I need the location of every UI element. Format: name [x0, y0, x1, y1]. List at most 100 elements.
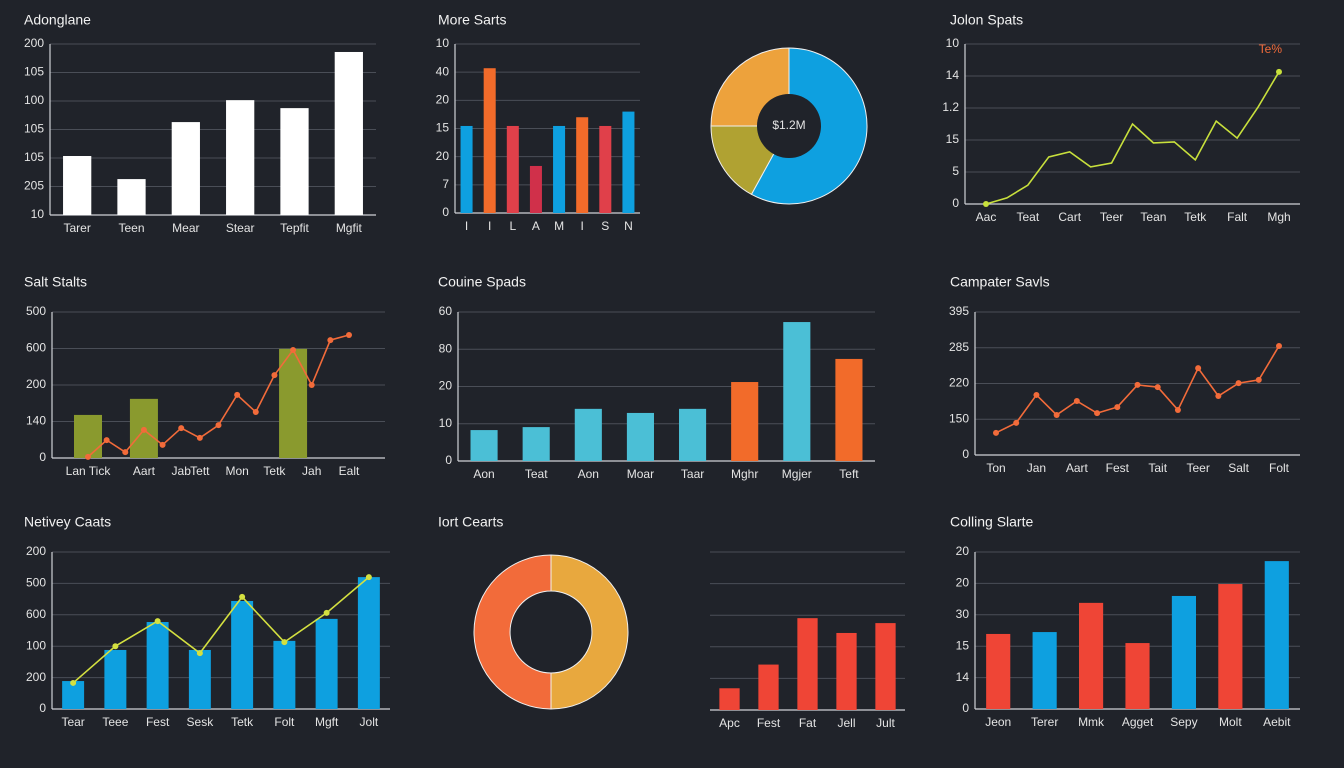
y-tick-label: 1.2 [942, 100, 959, 114]
y-tick-label: 105 [24, 150, 44, 164]
y-tick-label: 0 [962, 701, 969, 715]
bar [506, 125, 519, 213]
y-tick-label: 500 [26, 576, 46, 590]
x-tick-label: Agget [1122, 715, 1154, 729]
bar [731, 382, 759, 461]
point [154, 618, 161, 625]
y-tick-label: 105 [24, 65, 44, 79]
x-tick-label: Cart [1058, 210, 1081, 224]
x-tick-label: Mgft [315, 715, 339, 729]
y-tick-label: 20 [436, 93, 450, 107]
y-tick-label: 7 [442, 177, 449, 191]
point [159, 441, 166, 448]
x-tick-label: Ealt [339, 464, 360, 478]
point [281, 639, 288, 646]
x-tick-label: Tepfit [280, 221, 309, 235]
y-tick-label: 200 [24, 36, 44, 50]
point [1276, 68, 1282, 75]
y-tick-label: 105 [24, 122, 44, 136]
y-tick-label: 60 [439, 304, 453, 318]
x-tick-label: Terer [1031, 715, 1058, 729]
bar [188, 649, 211, 709]
point [1114, 404, 1121, 411]
x-tick-label: Lan Tick [66, 464, 112, 478]
bar [1079, 602, 1104, 709]
bar [470, 430, 498, 461]
chart-title: More Sarts [438, 12, 506, 28]
x-tick-label: Jolt [360, 715, 379, 729]
x-tick-label: N [624, 219, 633, 233]
y-tick-label: 0 [445, 453, 452, 467]
bar [279, 348, 308, 458]
bar [1264, 561, 1289, 709]
x-tick-label: Mgfit [336, 221, 363, 235]
annotation: Te% [1259, 42, 1283, 56]
bar [576, 117, 589, 213]
point [327, 337, 334, 344]
y-tick-label: 0 [39, 701, 46, 715]
y-tick-label: 200 [26, 670, 46, 684]
x-tick-label: Tean [1140, 210, 1166, 224]
x-tick-label: Aac [976, 210, 997, 224]
y-tick-label: 200 [26, 377, 46, 391]
y-tick-label: 100 [24, 93, 44, 107]
y-tick-label: 15 [436, 121, 450, 135]
chart-title: Iort Cearts [438, 514, 503, 530]
x-tick-label: Salt [1228, 461, 1249, 475]
bar [522, 427, 550, 461]
y-tick-label: 0 [952, 196, 959, 210]
x-tick-label: Sesk [187, 715, 215, 729]
bar [1171, 595, 1196, 709]
bar [529, 165, 542, 213]
bar [62, 681, 85, 709]
bar [574, 408, 602, 461]
bar [171, 122, 200, 215]
bar [1032, 632, 1057, 709]
point [1033, 391, 1040, 398]
x-tick-label: Teft [839, 467, 859, 481]
point [196, 434, 203, 441]
x-tick-label: Teee [102, 715, 128, 729]
x-tick-label: Fat [799, 716, 817, 730]
y-tick-label: 30 [956, 607, 970, 621]
point [1215, 393, 1222, 400]
bar [231, 600, 254, 709]
point [215, 422, 222, 429]
x-tick-label: Tait [1148, 461, 1167, 475]
point [196, 650, 203, 657]
x-tick-label: Apc [719, 716, 740, 730]
line [985, 71, 1280, 205]
center-label: $1.2M [772, 118, 805, 132]
point [1154, 384, 1161, 391]
bar [599, 125, 612, 213]
x-tick-label: Teat [525, 467, 548, 481]
x-tick-label: Teer [1186, 461, 1209, 475]
x-tick-label: L [509, 219, 516, 233]
bar [986, 633, 1011, 709]
point [252, 409, 259, 416]
x-tick-label: Jan [1027, 461, 1046, 475]
y-tick-label: 395 [949, 304, 969, 318]
chart-title: Adonglane [24, 12, 91, 28]
x-tick-label: Fest [757, 716, 781, 730]
x-tick-label: Mon [225, 464, 248, 478]
bar [483, 68, 496, 214]
bar [797, 618, 818, 710]
point [1073, 398, 1080, 405]
point [1276, 342, 1282, 349]
x-tick-label: Mghr [731, 467, 758, 481]
x-tick-label: Folt [1269, 461, 1290, 475]
y-tick-label: 40 [436, 64, 450, 78]
y-tick-label: 20 [956, 576, 970, 590]
y-tick-label: 80 [439, 341, 453, 355]
x-tick-label: Fest [146, 715, 170, 729]
point [1235, 380, 1242, 387]
bar [280, 108, 309, 215]
point [346, 331, 352, 338]
x-tick-label: Falt [1227, 210, 1248, 224]
y-tick-label: 0 [39, 450, 46, 464]
bar [146, 622, 169, 709]
point [112, 643, 119, 650]
